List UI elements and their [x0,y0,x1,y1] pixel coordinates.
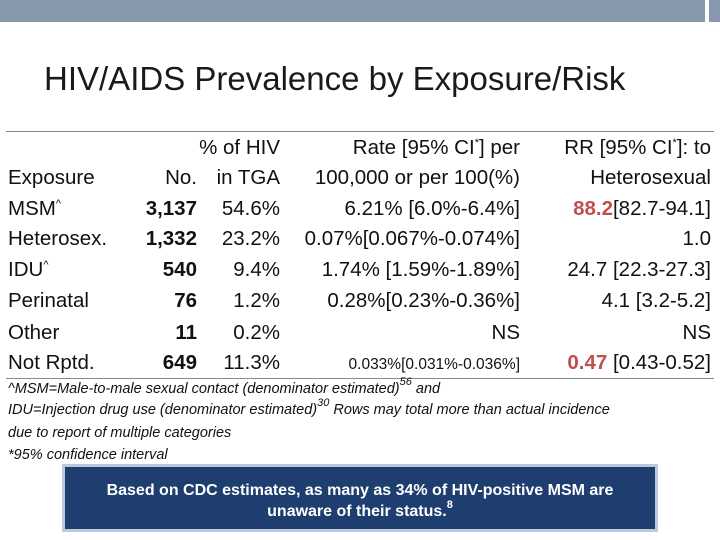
header-rr-line2: Heterosexual [590,166,711,189]
callout-line1: Based on CDC estimates, as many as 34% o… [106,482,614,499]
row-pct: 9.4% [233,258,280,281]
callout-line2: unaware of their status.8 [267,499,453,521]
row-no: 649 [162,351,197,374]
row-rr: 4.1 [3.2-5.2] [601,289,711,312]
row-rr: 1.0 [682,227,712,250]
callout-box: Based on CDC estimates, as many as 34% o… [62,464,658,532]
row-exposure: Perinatal [8,289,89,312]
row-pct: 1.2% [233,289,280,312]
row-rr: 24.7 [22.3-27.3] [567,258,711,281]
header-rr-line1: RR [95% CI*]: to [564,136,711,159]
row-pct: 11.3% [223,351,280,374]
top-bar-notch [705,0,709,22]
row-rr: NS [682,321,711,344]
row-no: 76 [174,289,197,312]
slide-top-bar [0,0,720,22]
row-pct: 0.2% [233,321,280,344]
footnote-ci: *95% confidence interval [8,447,168,463]
slide-title: HIV/AIDS Prevalence by Exposure/Risk [44,60,626,97]
row-rate: 0.033%[0.031%-0.036%] [348,356,520,373]
row-rate: NS [491,321,520,344]
header-no: No. [165,166,197,189]
header-rate-line1: Rate [95% CI*] per [352,136,520,159]
row-rr: 88.2[82.7-94.1] [573,197,711,220]
row-no: 540 [162,258,197,281]
header-pct-line2: in TGA [216,166,280,189]
row-pct: 54.6% [221,197,280,220]
row-exposure: Other [8,321,60,344]
row-rate: 0.28%[0.23%-0.36%] [327,289,520,312]
header-rate-line2: 100,000 or per 100(%) [314,166,520,189]
header-exposure: Exposure [8,166,95,189]
footnote-multiple: due to report of multiple categories [8,425,232,441]
table-bottom-rule [6,378,714,379]
table-top-rule [6,131,714,132]
row-exposure: Heterosex. [8,227,108,250]
row-rate: 6.21% [6.0%-6.4%] [344,197,521,220]
footnote-msm: ^MSM=Male-to-male sexual contact (denomi… [8,376,441,398]
row-exposure: MSM^ [8,197,61,220]
row-exposure: Not Rptd. [8,351,95,374]
row-no: 3,137 [145,197,197,220]
row-pct: 23.2% [221,227,280,250]
header-pct-line1: % of HIV [199,136,280,159]
row-rate: 1.74% [1.59%-1.89%] [321,258,520,281]
row-no: 11 [175,321,197,344]
row-rate: 0.07%[0.067%-0.074%] [304,227,520,250]
row-rr: 0.47 [0.43-0.52] [567,351,711,374]
footnote-idu: IDU=Injection drug use (denominator esti… [8,397,610,419]
row-no: 1,332 [145,227,197,250]
row-exposure: IDU^ [8,258,49,281]
